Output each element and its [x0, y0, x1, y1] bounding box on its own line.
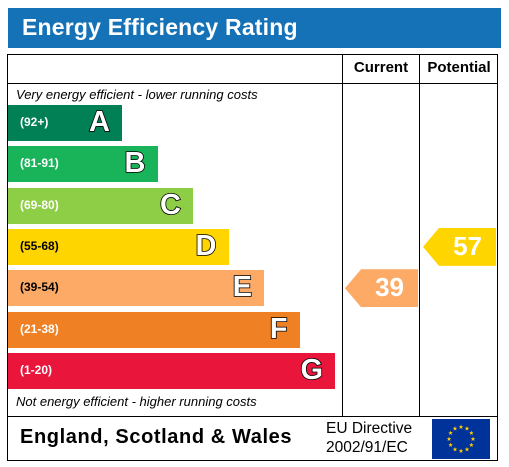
rating-band-b: (81-91) B — [8, 146, 158, 183]
rating-band-f: (21-38) F — [8, 311, 300, 348]
band-letter: D — [195, 229, 218, 263]
eu-star-icon — [458, 424, 464, 429]
band-range-label: (1-20) — [20, 362, 53, 377]
band-letter: G — [300, 353, 324, 387]
eu-star-icon — [452, 426, 458, 431]
eu-star-icon — [452, 446, 458, 452]
rating-band-g: (1-20) G — [8, 352, 335, 389]
rating-table — [7, 54, 498, 417]
eu-star-icon — [458, 448, 464, 453]
header-divider — [7, 83, 498, 84]
band-range-label: (21-38) — [20, 321, 59, 336]
band-range-label: (39-54) — [20, 280, 59, 295]
band-letter: B — [124, 146, 147, 180]
current-rating-arrow: 39 — [345, 269, 418, 308]
band-letter: E — [232, 270, 253, 304]
title-bar: Energy Efficiency Rating — [8, 8, 501, 48]
band-range-label: (55-68) — [20, 238, 59, 253]
eu-directive: EU Directive 2002/91/EC — [326, 419, 412, 457]
region-label: England, Scotland & Wales — [20, 426, 293, 448]
eu-flag-icon — [432, 419, 490, 459]
rating-band-e: (39-54) E — [8, 270, 264, 307]
potential-column-divider — [419, 54, 420, 417]
rating-band-d: (55-68) D — [8, 228, 229, 265]
band-letter: A — [88, 105, 111, 139]
potential-rating-arrow: 57 — [423, 227, 496, 266]
band-range-label: (69-80) — [20, 197, 59, 212]
potential-column-header: Potential — [427, 59, 491, 76]
bottom-note: Not energy efficient - higher running co… — [16, 394, 257, 409]
rating-band-c: (69-80) C — [8, 187, 193, 224]
eu-star-icon — [469, 430, 474, 435]
directive-line1: EU Directive — [326, 420, 413, 437]
eu-star-icon — [464, 446, 470, 452]
eu-star-icon — [469, 442, 474, 447]
band-range-label: (81-91) — [20, 156, 59, 171]
current-rating-value: 39 — [375, 272, 404, 303]
page-title: Energy Efficiency Rating — [22, 14, 298, 40]
band-letter: F — [269, 312, 288, 346]
top-note: Very energy efficient - lower running co… — [16, 87, 258, 102]
current-column-header: Current — [353, 59, 409, 76]
eu-star-icon — [446, 436, 452, 441]
directive-line2: 2002/91/EC — [326, 439, 408, 456]
band-range-label: (92+) — [20, 115, 49, 129]
eu-star-icon — [448, 442, 453, 447]
footer — [7, 417, 498, 461]
eu-star-icon — [464, 426, 470, 431]
current-column-divider — [342, 54, 343, 417]
potential-rating-value: 57 — [453, 230, 482, 261]
band-letter: C — [159, 188, 182, 222]
eu-star-icon — [470, 436, 476, 441]
eu-star-icon — [448, 430, 453, 435]
rating-band-a: (92+) A — [8, 105, 122, 141]
